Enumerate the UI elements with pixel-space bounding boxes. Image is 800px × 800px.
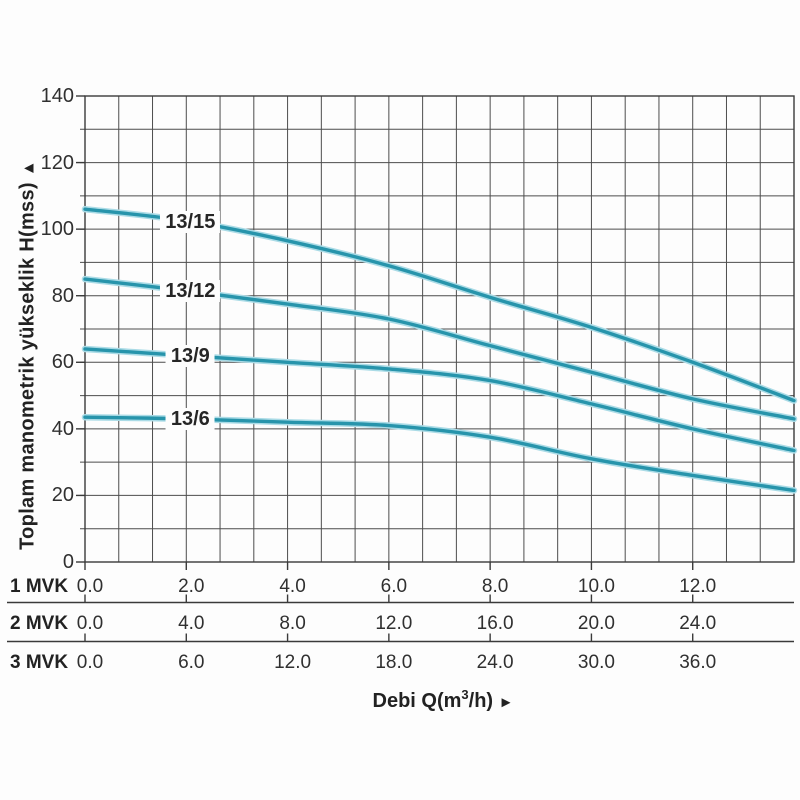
curve-label-13-9: 13/9: [165, 344, 215, 367]
x-tick-label: 24.0: [679, 613, 717, 634]
y-axis-title: Toplam manometrik yükseklik H(mss) ▲: [17, 160, 40, 550]
curve-label-13-12: 13/12: [160, 280, 221, 303]
x-scale-row-label: 1 MVK: [10, 576, 69, 597]
x-tick-label: 12.0: [274, 652, 312, 673]
x-tick-label: 16.0: [476, 613, 514, 634]
x-tick-label: 4.0: [178, 613, 205, 634]
x-tick-label: 4.0: [279, 576, 306, 597]
x-scale-row-label: 3 MVK: [10, 652, 69, 673]
up-arrow-icon: ▲: [20, 160, 38, 177]
x-tick-label: 20.0: [577, 613, 615, 634]
x-tick-label: 0.0: [76, 613, 104, 634]
x-tick-label: 8.0: [279, 613, 306, 634]
x-axis-title-suffix: /h): [468, 689, 494, 712]
x-tick-label: 18.0: [375, 652, 413, 673]
y-axis-title-text: Toplam manometrik yükseklik H(mss): [16, 182, 39, 550]
x-tick-label: 36.0: [679, 652, 717, 673]
curve-label-13-15: 13/15: [160, 210, 221, 233]
x-tick-label: 0.0: [76, 576, 104, 597]
x-axis-title: Debi Q(m3/h) ►: [373, 687, 514, 713]
x-tick-label: 10.0: [577, 576, 615, 597]
right-arrow-icon: ►: [498, 693, 514, 711]
y-tick-label: 100: [40, 218, 74, 241]
y-tick-label: 80: [51, 284, 74, 307]
x-tick-label: 30.0: [577, 652, 615, 673]
x-tick-label: 2.0: [178, 576, 205, 597]
y-tick-label: 0: [62, 551, 74, 573]
x-scale-row-label: 2 MVK: [10, 613, 69, 634]
x-axis-title-prefix: Debi Q(m: [372, 689, 462, 712]
curve-label-13-6: 13/6: [165, 408, 215, 430]
y-tick-label: 20: [51, 484, 74, 507]
y-tick-label: 40: [51, 417, 74, 440]
y-tick-label: 60: [51, 351, 74, 374]
x-tick-label: 12.0: [375, 613, 413, 634]
x-tick-label: 6.0: [380, 576, 408, 597]
y-tick-label: 120: [40, 151, 74, 174]
x-tick-label: 8.0: [481, 576, 509, 597]
y-tick-label: 140: [40, 85, 74, 107]
x-tick-label: 24.0: [476, 652, 514, 673]
x-tick-label: 0.0: [76, 652, 104, 673]
x-axis-title-superscript: 3: [461, 687, 469, 703]
x-tick-label: 12.0: [679, 576, 717, 597]
x-tick-label: 6.0: [178, 652, 205, 673]
